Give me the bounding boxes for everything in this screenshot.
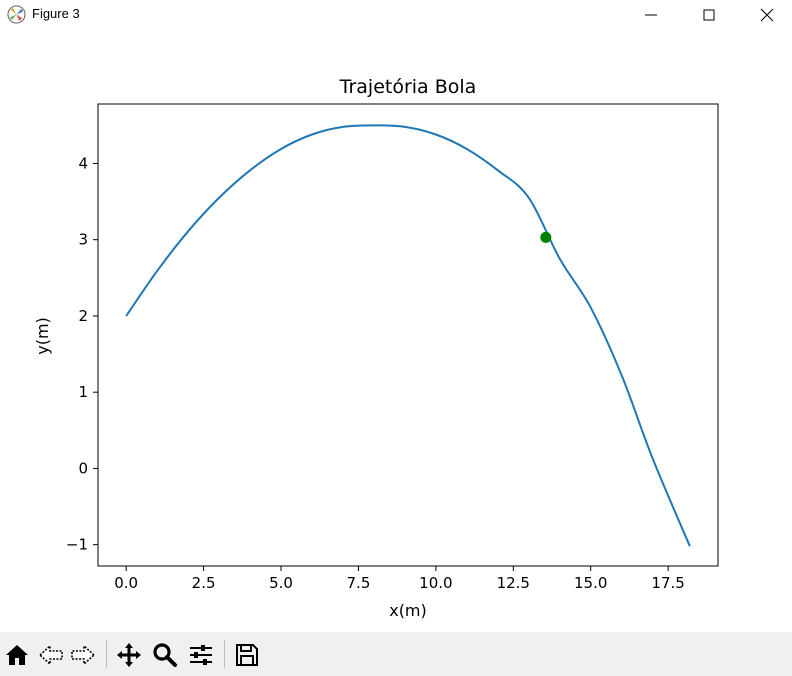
window-title: Figure 3 [32, 6, 80, 21]
configure-subplots-icon [190, 645, 212, 665]
ball-position-marker [540, 231, 552, 243]
window-titlebar: Figure 3 [0, 0, 792, 30]
back-button[interactable] [36, 640, 66, 670]
y-tick-label: 2 [78, 307, 88, 325]
maximize-button[interactable] [680, 0, 738, 30]
minimize-icon [645, 14, 657, 16]
back-icon [38, 644, 63, 666]
toolbar-separator [224, 640, 225, 668]
matplotlib-icon [7, 5, 26, 24]
home-button[interactable] [2, 640, 32, 670]
y-tick-label: −1 [66, 536, 88, 554]
x-tick-label: 5.0 [269, 574, 293, 592]
figure-canvas: Trajetória Bola 0.0 2.5 5.0 7.5 10.0 12.5 15.0… [0, 30, 792, 632]
x-tick-label: 10.0 [419, 574, 452, 592]
y-tick-label: 4 [78, 154, 88, 172]
y-tick-label: 3 [78, 231, 88, 249]
close-button[interactable] [738, 0, 792, 30]
save-icon [236, 644, 258, 666]
x-tick-label: 17.5 [651, 574, 684, 592]
chart-title: Trajetória Bola [339, 76, 477, 98]
axes-frame [97, 103, 719, 567]
maximize-icon [703, 9, 715, 21]
y-axis-label: y(m) [33, 317, 52, 355]
y-tick-label: 1 [78, 383, 88, 401]
x-tick-label: 0.0 [114, 574, 138, 592]
forward-button[interactable] [68, 640, 98, 670]
minimize-button[interactable] [622, 0, 680, 30]
x-tick-label: 15.0 [574, 574, 607, 592]
x-axis-label: x(m) [389, 601, 427, 620]
trajectory-line [125, 124, 691, 547]
home-icon [6, 645, 28, 665]
x-tick-label: 12.5 [497, 574, 530, 592]
close-icon [760, 8, 774, 22]
save-button[interactable] [232, 640, 262, 670]
zoom-icon [153, 643, 177, 667]
configure-subplots-button[interactable] [186, 640, 216, 670]
pan-icon [117, 643, 141, 667]
x-tick-label: 7.5 [347, 574, 371, 592]
trajectory-chart: Trajetória Bola 0.0 2.5 5.0 7.5 10.0 12.5 15.0… [33, 76, 719, 620]
forward-icon [71, 644, 96, 666]
y-tick-label: 0 [78, 459, 88, 477]
navigation-toolbar [0, 632, 792, 676]
x-tick-label: 2.5 [192, 574, 216, 592]
zoom-button[interactable] [150, 640, 180, 670]
toolbar-separator [106, 640, 107, 668]
pan-button[interactable] [114, 640, 144, 670]
